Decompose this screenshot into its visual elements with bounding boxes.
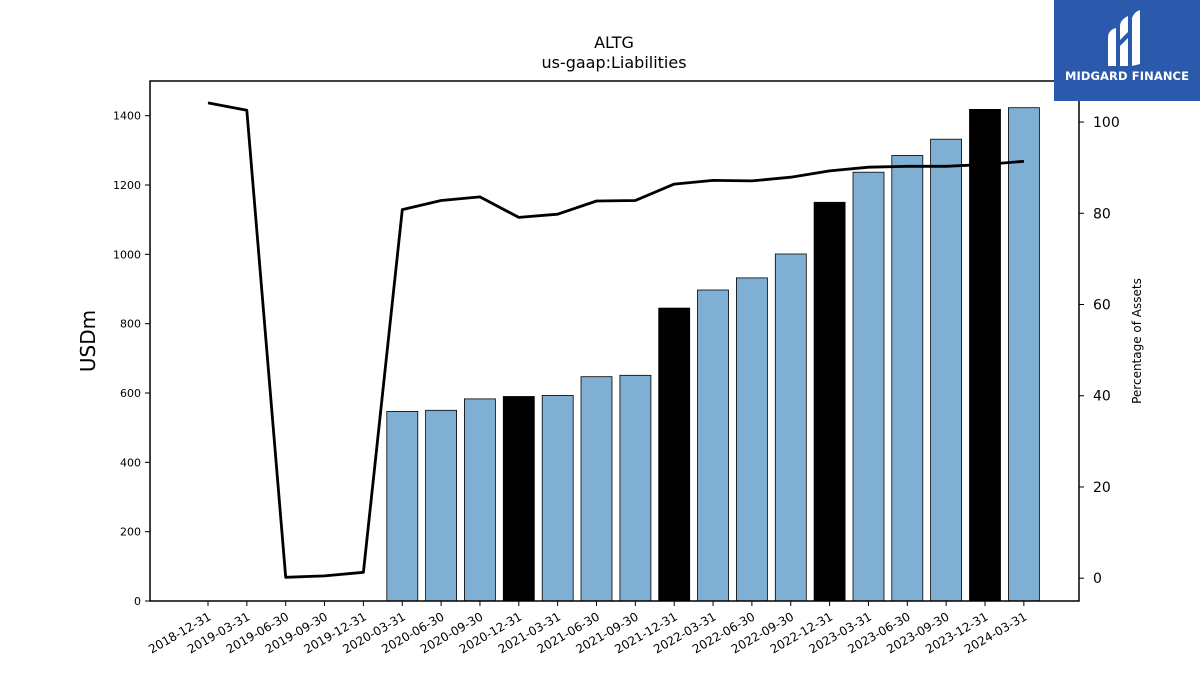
- x-axis: 2018-12-312019-03-312019-06-302019-09-30…: [146, 601, 1029, 656]
- y-tick-label: 1000: [113, 248, 141, 261]
- chart-title: ALTG: [594, 33, 634, 52]
- line-layer: [207, 101, 1025, 579]
- y2-tick-label: 20: [1093, 480, 1111, 496]
- bar-2022-03-31: [697, 289, 729, 602]
- y2-tick-label: 80: [1093, 206, 1111, 222]
- y-tick-label: 1200: [113, 179, 141, 192]
- bars-layer: [386, 107, 1040, 602]
- y-axis-right: 0 20 40 60 80 100: [1079, 115, 1120, 587]
- y2-axis-label: Percentage of Assets: [1130, 278, 1144, 404]
- y-tick-label: 800: [120, 318, 141, 331]
- brand-logo: MIDGARD FINANCE: [1054, 0, 1200, 101]
- bar-2022-09-30: [774, 253, 807, 602]
- y-axis-label: USDm: [76, 310, 100, 372]
- bar-2023-12-31: [969, 109, 1001, 602]
- bar-2023-03-31: [852, 171, 885, 602]
- y2-tick-label: 0: [1093, 571, 1102, 587]
- bar-2021-09-30: [619, 374, 652, 602]
- bar-2024-03-31: [1008, 107, 1040, 602]
- bar-2021-03-31: [541, 394, 574, 602]
- y-tick-label: 200: [120, 526, 141, 539]
- y2-tick-label: 40: [1093, 389, 1111, 405]
- y-tick-label: 600: [120, 387, 141, 400]
- midgard-logo-icon: [1108, 10, 1140, 66]
- y-tick-label: 0: [134, 595, 141, 608]
- bar-2020-03-31: [386, 410, 419, 602]
- y-tick-label: 1400: [113, 110, 141, 123]
- y-tick-label: 400: [120, 456, 141, 469]
- y2-tick-label: 60: [1093, 298, 1111, 314]
- bar-2020-06-30: [425, 409, 458, 602]
- series-line: [207, 101, 1025, 579]
- bar-2020-09-30: [463, 398, 496, 602]
- bar-2021-06-30: [580, 376, 613, 602]
- y2-tick-label: 100: [1093, 115, 1120, 131]
- brand-name: MIDGARD FINANCE: [1064, 69, 1190, 83]
- y-axis-left: 0 200 400 600 800 1000 1200 1400: [113, 110, 150, 608]
- bar-2023-06-30: [891, 155, 924, 602]
- bar-2023-09-30: [930, 138, 962, 602]
- bar-2022-12-31: [813, 201, 846, 602]
- bar-2020-12-31: [502, 396, 535, 602]
- plot-frame: [149, 80, 1080, 602]
- chart-subtitle: us-gaap:Liabilities: [541, 53, 686, 72]
- bar-2021-12-31: [658, 307, 691, 602]
- bar-2022-06-30: [736, 277, 768, 602]
